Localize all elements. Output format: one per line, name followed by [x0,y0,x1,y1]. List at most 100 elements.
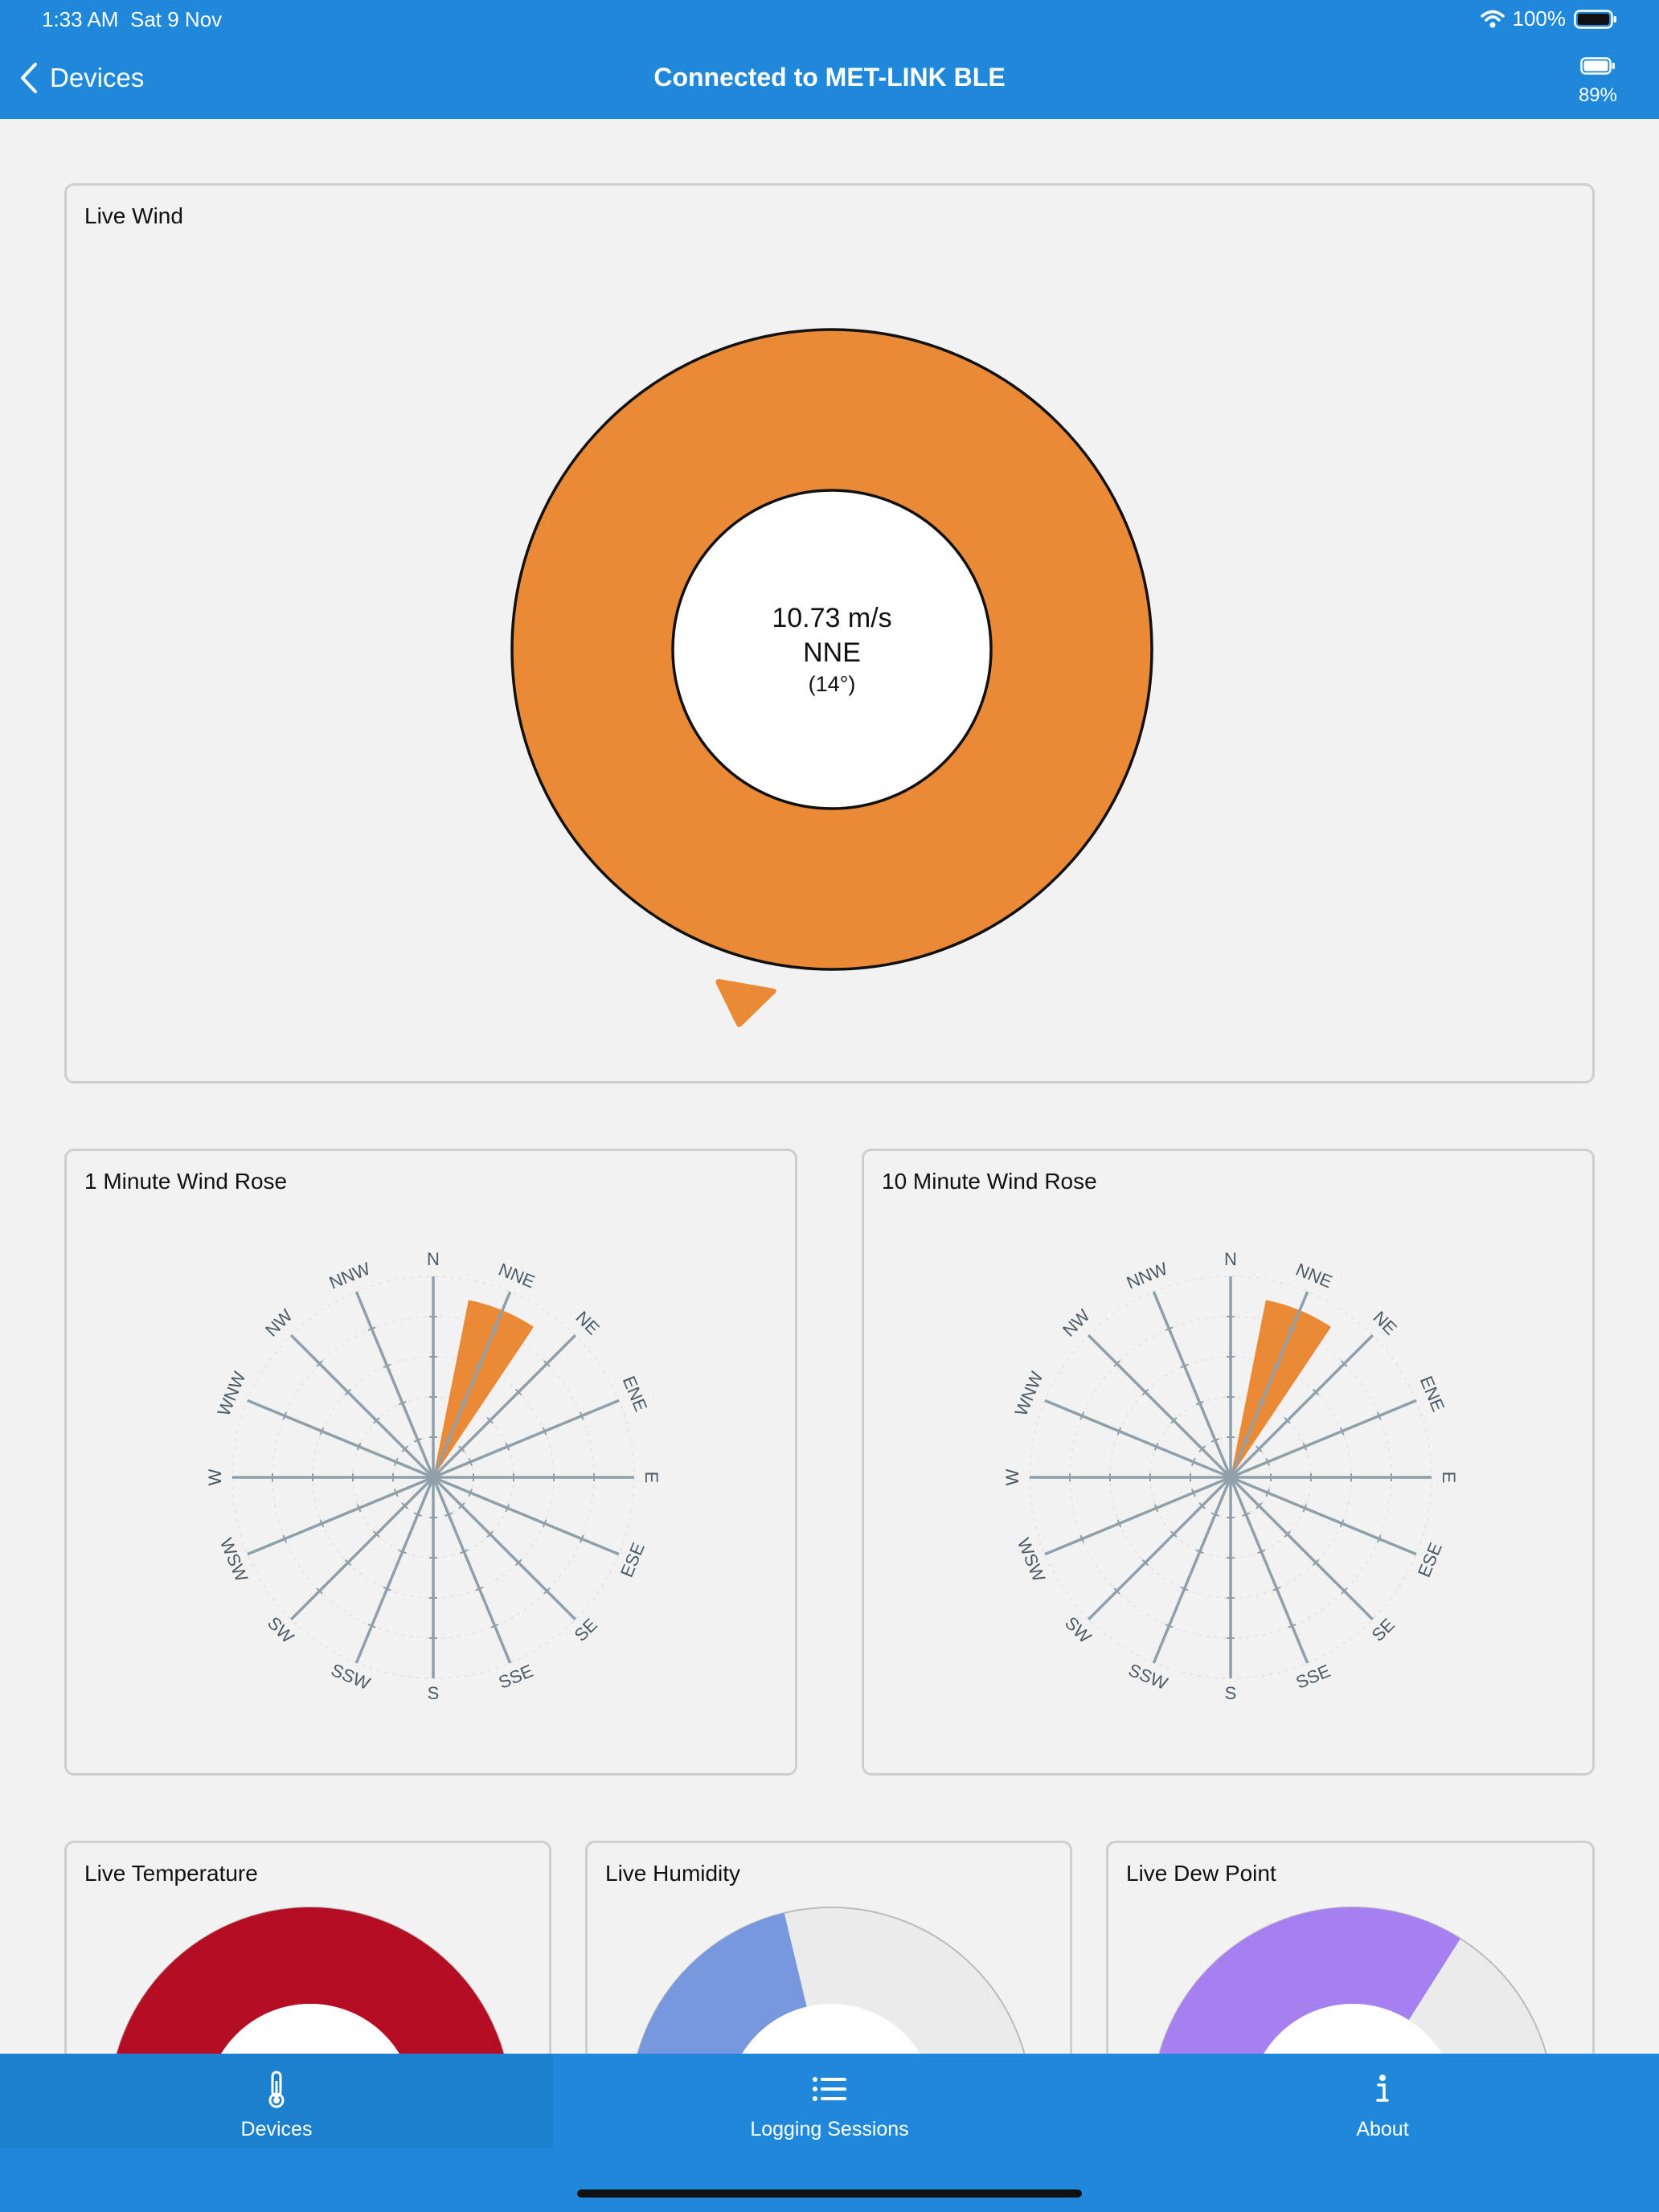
wind-rose-10min-title: 10 Minute Wind Rose [882,1169,1097,1194]
rose-tick [1284,1417,1291,1424]
wind-degrees-value: (14°) [809,672,856,696]
info-icon [1376,2075,1389,2102]
rose-spoke-nne [1229,1291,1309,1478]
live-humidity-title: Live Humidity [605,1861,741,1886]
rose-tick [505,1442,510,1451]
rose-tick [486,1530,494,1538]
rose-tick [1116,1427,1122,1436]
rose-spoke-sse [432,1477,512,1664]
device-battery-icon [1580,57,1615,75]
rose-tick [319,1519,325,1528]
rose-tick [1288,1326,1296,1332]
rose-tick [282,1534,288,1543]
rose-tick [1190,1457,1196,1466]
device-battery: 89% [1579,56,1617,107]
rose-label-ssw: SSW [1125,1660,1170,1694]
live-wind-card: Live Wind 10.73 m/s NNE (14°) [64,183,1595,1083]
rose-tick [1265,1489,1271,1497]
rose-label-wnw: WNW [1010,1369,1047,1419]
rose-tick [1116,1519,1122,1528]
tab-logging-sessions[interactable]: Logging Sessions [553,2054,1106,2149]
rose-label-ene: ENE [619,1373,651,1414]
rose-tick [1341,1360,1348,1367]
rose-tick [356,1504,362,1513]
rose-tick [1170,1530,1178,1538]
rose-label-ese: ESE [616,1540,649,1580]
rose-spoke-ene [1230,1399,1417,1479]
rose-tick [1141,1388,1149,1396]
rose-label-s: S [428,1683,440,1703]
rose-tick [514,1559,522,1567]
live-wind-gauge: 10.73 m/s NNE (14°) [510,328,1153,1027]
rose-tick [413,1437,422,1443]
rose-tick [398,1400,407,1406]
rose-tick [344,1388,352,1396]
wind-rose-10min-card: 10 Minute Wind Rose N NNE NE ENE E ESE SE SSE S S… [862,1149,1595,1776]
rose-tick [1312,1388,1320,1396]
rose-tick [458,1445,465,1452]
rose-label-w: W [1002,1469,1022,1485]
rose-spoke-sw [1087,1476,1232,1621]
rose-label-ssw: SSW [328,1660,373,1694]
battery-icon [1574,9,1616,29]
gauge-fill [630,1912,807,2095]
rose-tick [1288,1623,1296,1628]
rose-tick [460,1400,469,1406]
rose-label-n: N [1224,1249,1237,1269]
rose-spoke-ene [432,1399,620,1479]
rose-tick [367,1623,376,1628]
wind-direction-pointer [715,979,776,1027]
tab-logging-sessions-label: Logging Sessions [750,2118,909,2140]
rose-tick [1210,1437,1219,1443]
rose-label-nne: NNE [496,1260,538,1292]
rose-tick [393,1489,399,1497]
live-dew-point-title: Live Dew Point [1126,1861,1276,1886]
rose-spoke-se [432,1476,577,1621]
wind-center-disc [671,489,993,810]
rose-tick [1141,1559,1149,1567]
rose-tick [490,1326,499,1332]
rose-tick [1302,1504,1308,1513]
rose-tick [1312,1559,1320,1567]
rose-spoke-wsw [247,1476,434,1556]
status-battery-percent: 100% [1512,6,1567,31]
rose-label-ne: NE [571,1307,603,1338]
wind-speed-value: 10.73 m/s [772,603,891,633]
rose-tick [282,1411,288,1420]
rose-tick [1242,1512,1251,1518]
rose-label-sse: SSE [1293,1661,1333,1693]
thermometer-icon [268,2071,285,2108]
device-battery-percent: 89% [1578,84,1617,106]
live-wind-title: Live Wind [84,203,183,228]
list-icon [813,2077,846,2101]
tab-about[interactable]: About [1106,2054,1659,2149]
rose-spoke-nne [432,1291,512,1478]
rose-tick [1153,1504,1159,1513]
rose-label-ese: ESE [1414,1540,1446,1580]
rose-tick [444,1437,453,1443]
back-button[interactable]: Devices [19,61,144,95]
rose-label-n: N [427,1249,440,1269]
rose-tick [486,1417,494,1424]
rose-tick [1376,1411,1382,1420]
rose-tick [1339,1427,1345,1436]
rose-tick [444,1512,453,1518]
humidity-gauge [629,1907,1033,2095]
rose-tick [373,1530,380,1538]
rose-tick [373,1417,380,1424]
rose-tick [579,1534,584,1543]
rose-spoke-sse [1229,1477,1309,1664]
rose-tick [1376,1534,1382,1543]
tab-devices[interactable]: Devices [0,2054,553,2149]
rose-tick [490,1623,499,1628]
temperature-gauge [109,1907,512,2095]
gauge-fill [109,1907,511,2095]
rose-tick [1265,1457,1271,1466]
rose-tick [475,1586,484,1591]
rose-tick [458,1502,465,1509]
rose-tick [1180,1363,1189,1369]
rose-spoke-nw [1087,1333,1232,1479]
rose-tick [1165,1623,1174,1628]
rose-label-sse: SSE [496,1661,536,1693]
